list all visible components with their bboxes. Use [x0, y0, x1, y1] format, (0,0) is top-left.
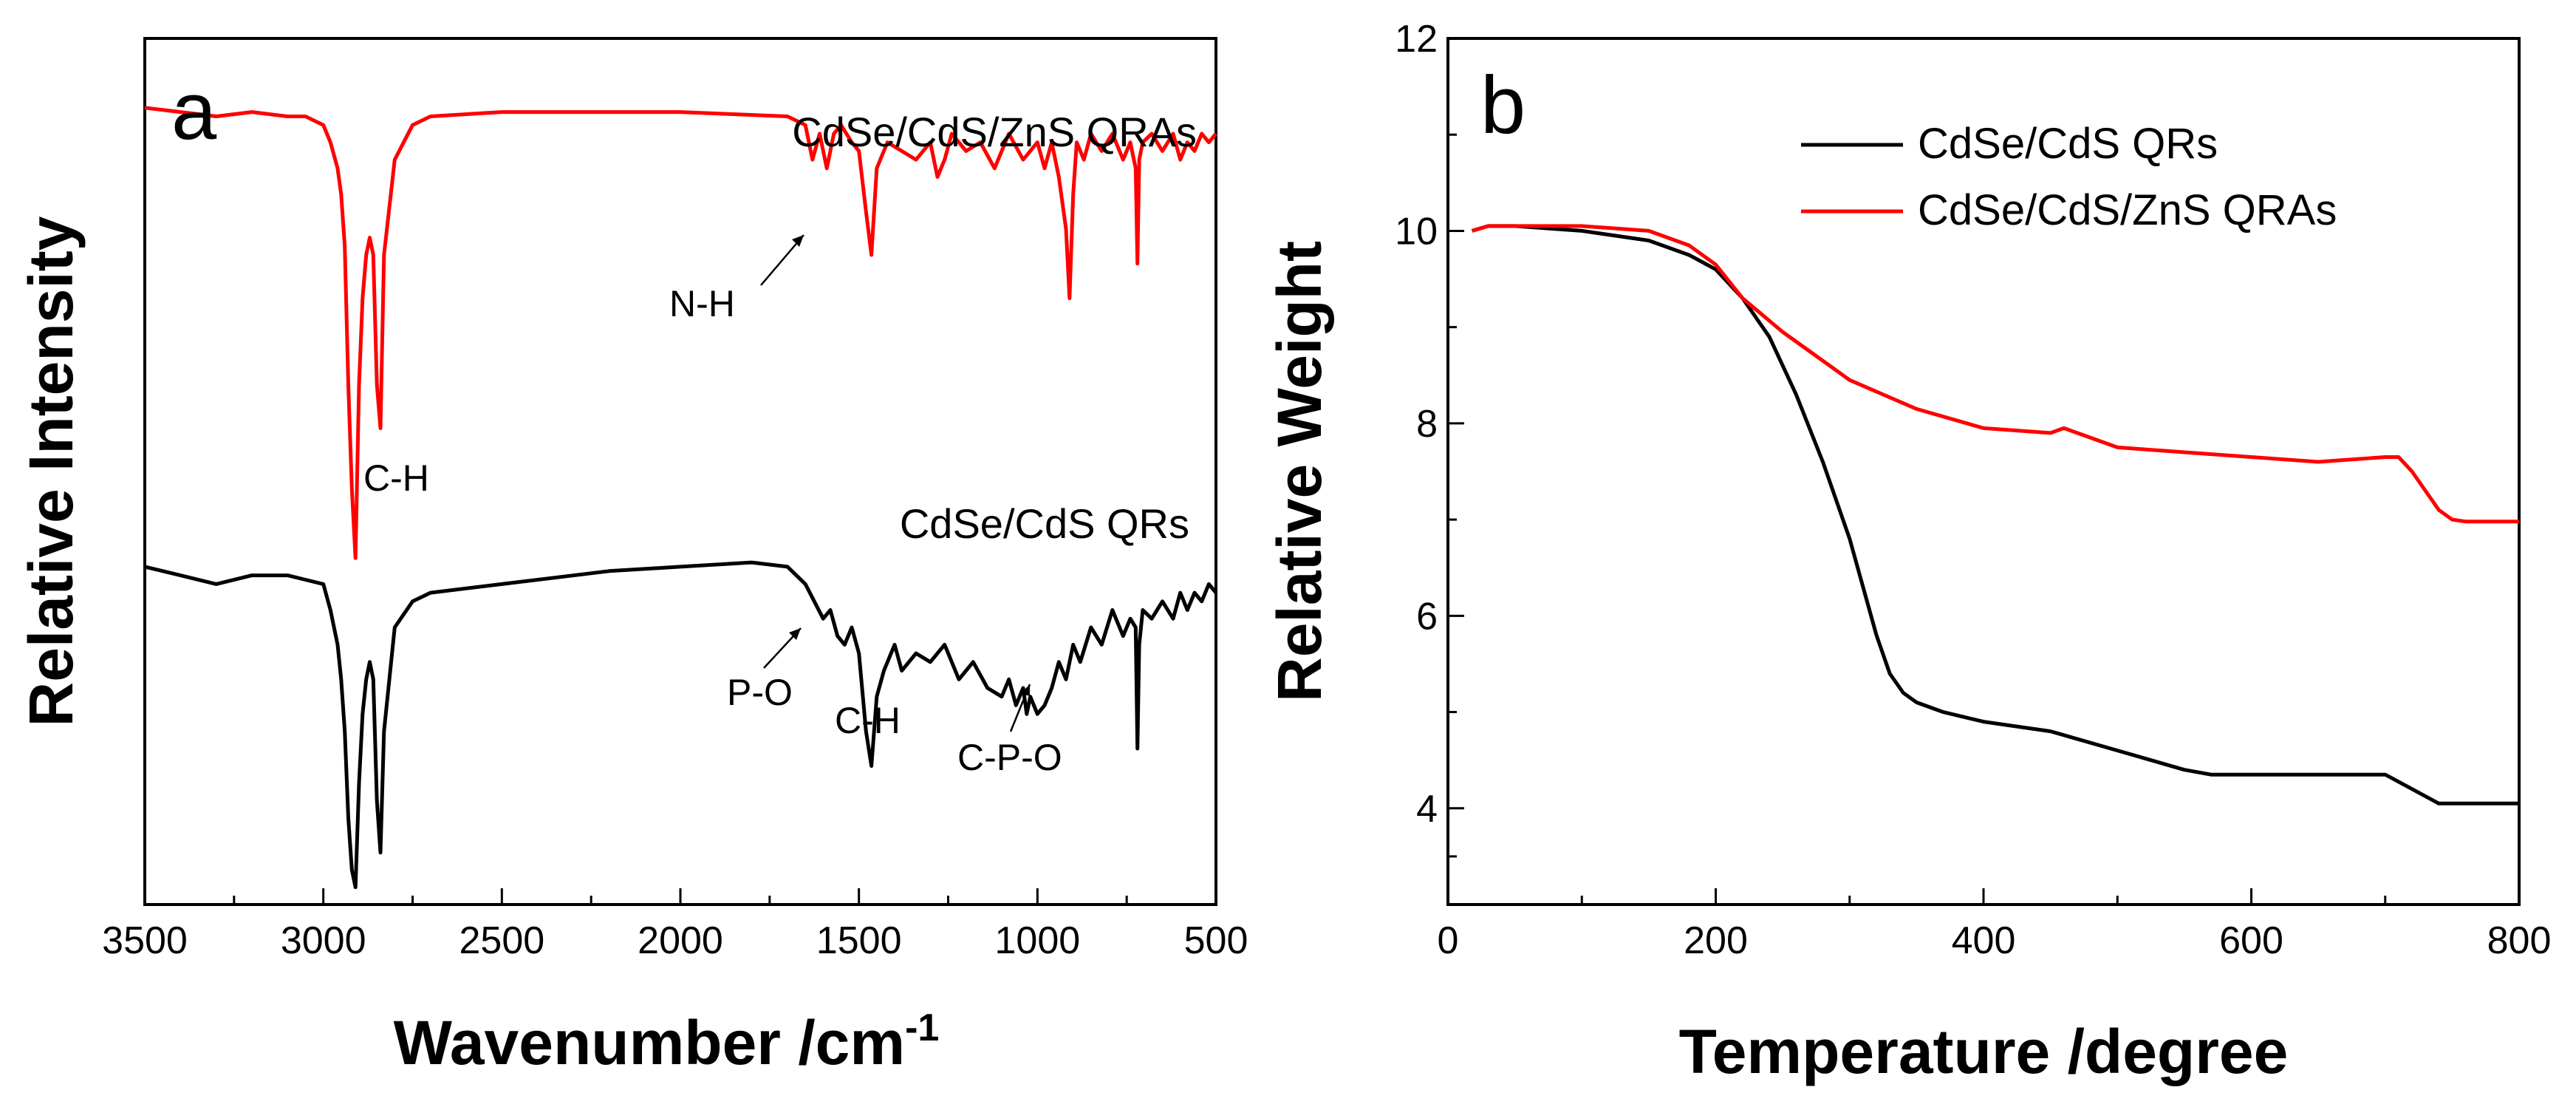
panel-a-x-tick-label-3: 2000: [638, 919, 723, 962]
panel-a-series-cdse-cds-zns: [144, 106, 1217, 560]
legend-label-cds: CdSe/CdS QRs: [1918, 120, 2218, 168]
panel-b-x-tick-label-4: 800: [2487, 919, 2552, 962]
annotation-nh-arrowhead: [792, 235, 804, 247]
panel-a-x-title-text: Wavenumber /cm: [394, 1008, 905, 1077]
panel-b-y-tick-label-1: 6: [1416, 595, 1438, 638]
panel-a-series: [144, 106, 1217, 890]
panel-b-ticks: 0 200 400 600 800 4 6 8 10 12: [1395, 18, 2551, 962]
annotation-ch-black: C-H: [835, 700, 901, 741]
panel-a-x-title: Wavenumber /cm-1: [394, 1006, 940, 1077]
legend-label-zns: CdSe/CdS/ZnS QRAs: [1918, 186, 2337, 234]
panel-a-x-tick-label-2: 2500: [459, 919, 544, 962]
annotation-cpo: C-P-O: [957, 737, 1062, 778]
annotation-cpo-arrowhead: [1021, 684, 1030, 696]
panel-b-y-tick-label-2: 8: [1416, 403, 1438, 446]
panel-a-letter: a: [171, 66, 217, 157]
panel-b-series: [1471, 224, 2519, 805]
panel-b-chart: 0 200 400 600 800 4 6 8 10 12 b CdSe/CdS QRs CdSe…: [1265, 18, 2551, 1086]
panel-a-x-tick-label-4: 1500: [816, 919, 902, 962]
annotation-po: P-O: [727, 672, 793, 713]
annotation-nh: N-H: [669, 283, 735, 324]
panel-a-chart: 3500 3000 2500 2000 1500 1000 500 a CdSe/CdS/Z…: [16, 37, 1248, 1077]
panel-a-x-tick-label-5: 1000: [994, 919, 1080, 962]
panel-b-x-title: Temperature /degree: [1679, 1017, 2289, 1086]
panel-b-x-tick-label-2: 400: [1952, 919, 2016, 962]
panel-a-x-tick-label-0: 3500: [102, 919, 188, 962]
panel-b-letter: b: [1480, 60, 1526, 151]
panel-b-y-tick-label-4: 12: [1395, 18, 1438, 61]
panel-b-x-tick-label-0: 0: [1438, 919, 1459, 962]
panel-b-series-cdse-cds: [1471, 224, 2519, 805]
panel-a-label-zns: CdSe/CdS/ZnS QRAs: [792, 109, 1197, 155]
annotation-ch-red: C-H: [363, 457, 429, 499]
panel-a-x-title-superscript: -1: [905, 1006, 939, 1049]
panel-a-x-tick-label-6: 500: [1184, 919, 1248, 962]
panel-b-y-title: Relative Weight: [1265, 241, 1334, 702]
annotation-po-arrowhead: [789, 628, 801, 640]
panel-b-x-tick-label-1: 200: [1684, 919, 1748, 962]
panel-b-y-tick-label-3: 10: [1395, 210, 1438, 253]
panel-b-x-tick-label-3: 600: [2219, 919, 2283, 962]
panel-b-series-cdse-cds-zns: [1471, 224, 2519, 524]
panel-b-y-tick-label-0: 4: [1416, 788, 1438, 831]
panel-a-series-cdse-cds: [144, 560, 1217, 890]
panel-a-x-ticks: 3500 3000 2500 2000 1500 1000 500: [102, 888, 1248, 962]
panel-a-x-tick-label-1: 3000: [281, 919, 366, 962]
panel-a-label-cds: CdSe/CdS QRs: [900, 500, 1189, 547]
panel-a-y-title: Relative Intensity: [16, 216, 86, 726]
